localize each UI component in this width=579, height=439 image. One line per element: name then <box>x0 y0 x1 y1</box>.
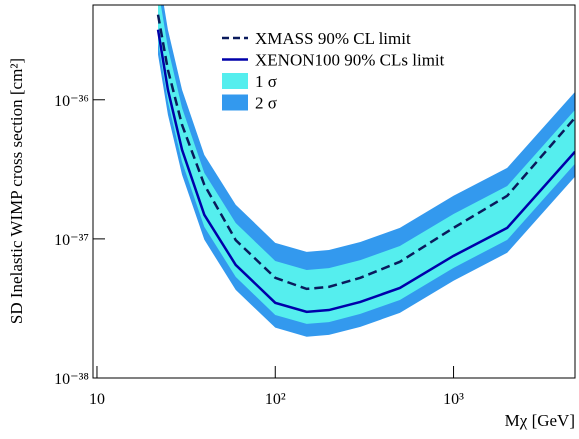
legend-label: XMASS 90% CL limit <box>255 29 411 48</box>
y-tick-label: 10⁻³⁸ <box>54 371 89 388</box>
x-tick-label: 10² <box>265 391 286 408</box>
y-tick-label: 10⁻³⁷ <box>54 232 89 249</box>
y-axis-label: SD Inelastic WIMP cross section [cm²] <box>7 58 26 324</box>
legend-label: 2 σ <box>255 94 277 113</box>
x-tick-label: 10 <box>89 391 105 408</box>
frame <box>92 4 576 379</box>
y-tick-label: 10⁻³⁶ <box>54 93 89 110</box>
limit-line <box>156 29 575 314</box>
x-axis-label: Mχ [GeV] <box>505 411 575 430</box>
legend-swatch <box>222 94 248 111</box>
sigma-band <box>158 5 575 324</box>
legend-label: XENON100 90% CLs limit <box>255 51 445 70</box>
x-tick-label: 10³ <box>443 391 464 408</box>
legend-swatch <box>222 73 248 89</box>
limit-line <box>156 14 575 291</box>
legend-label: 1 σ <box>255 72 277 91</box>
plot-area <box>156 5 575 337</box>
